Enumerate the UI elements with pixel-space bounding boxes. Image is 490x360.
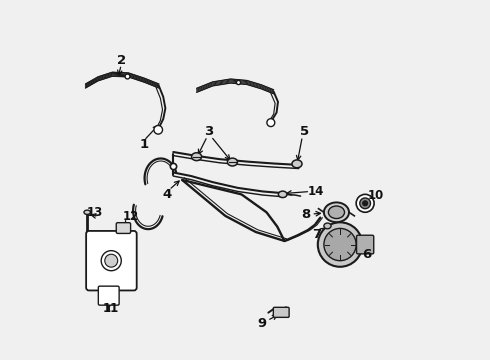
- Text: 3: 3: [204, 125, 214, 138]
- Circle shape: [356, 194, 374, 212]
- Ellipse shape: [227, 158, 238, 166]
- Ellipse shape: [192, 153, 201, 161]
- FancyBboxPatch shape: [273, 307, 289, 318]
- Text: 4: 4: [162, 188, 171, 201]
- Text: 1: 1: [139, 138, 148, 151]
- Text: 2: 2: [117, 54, 126, 67]
- Text: 13: 13: [87, 207, 103, 220]
- FancyBboxPatch shape: [357, 235, 374, 254]
- Ellipse shape: [328, 206, 344, 219]
- Circle shape: [154, 126, 163, 134]
- FancyBboxPatch shape: [86, 231, 137, 291]
- Circle shape: [105, 254, 118, 267]
- Circle shape: [318, 222, 362, 267]
- Circle shape: [101, 251, 122, 271]
- FancyBboxPatch shape: [116, 223, 131, 233]
- Circle shape: [324, 228, 356, 261]
- Ellipse shape: [324, 223, 331, 229]
- Circle shape: [363, 201, 368, 206]
- Text: 5: 5: [299, 125, 309, 138]
- Ellipse shape: [278, 191, 287, 198]
- Text: 6: 6: [362, 248, 371, 261]
- Text: 11: 11: [102, 302, 119, 315]
- Circle shape: [360, 198, 370, 209]
- Circle shape: [267, 119, 275, 127]
- Ellipse shape: [292, 160, 302, 168]
- Text: 7: 7: [312, 228, 321, 241]
- Text: 10: 10: [368, 189, 384, 202]
- FancyBboxPatch shape: [98, 286, 119, 305]
- Text: 12: 12: [123, 210, 139, 223]
- Text: 8: 8: [301, 208, 311, 221]
- Ellipse shape: [84, 210, 91, 215]
- Ellipse shape: [324, 202, 349, 222]
- Text: 9: 9: [258, 317, 267, 330]
- Text: 14: 14: [308, 185, 324, 198]
